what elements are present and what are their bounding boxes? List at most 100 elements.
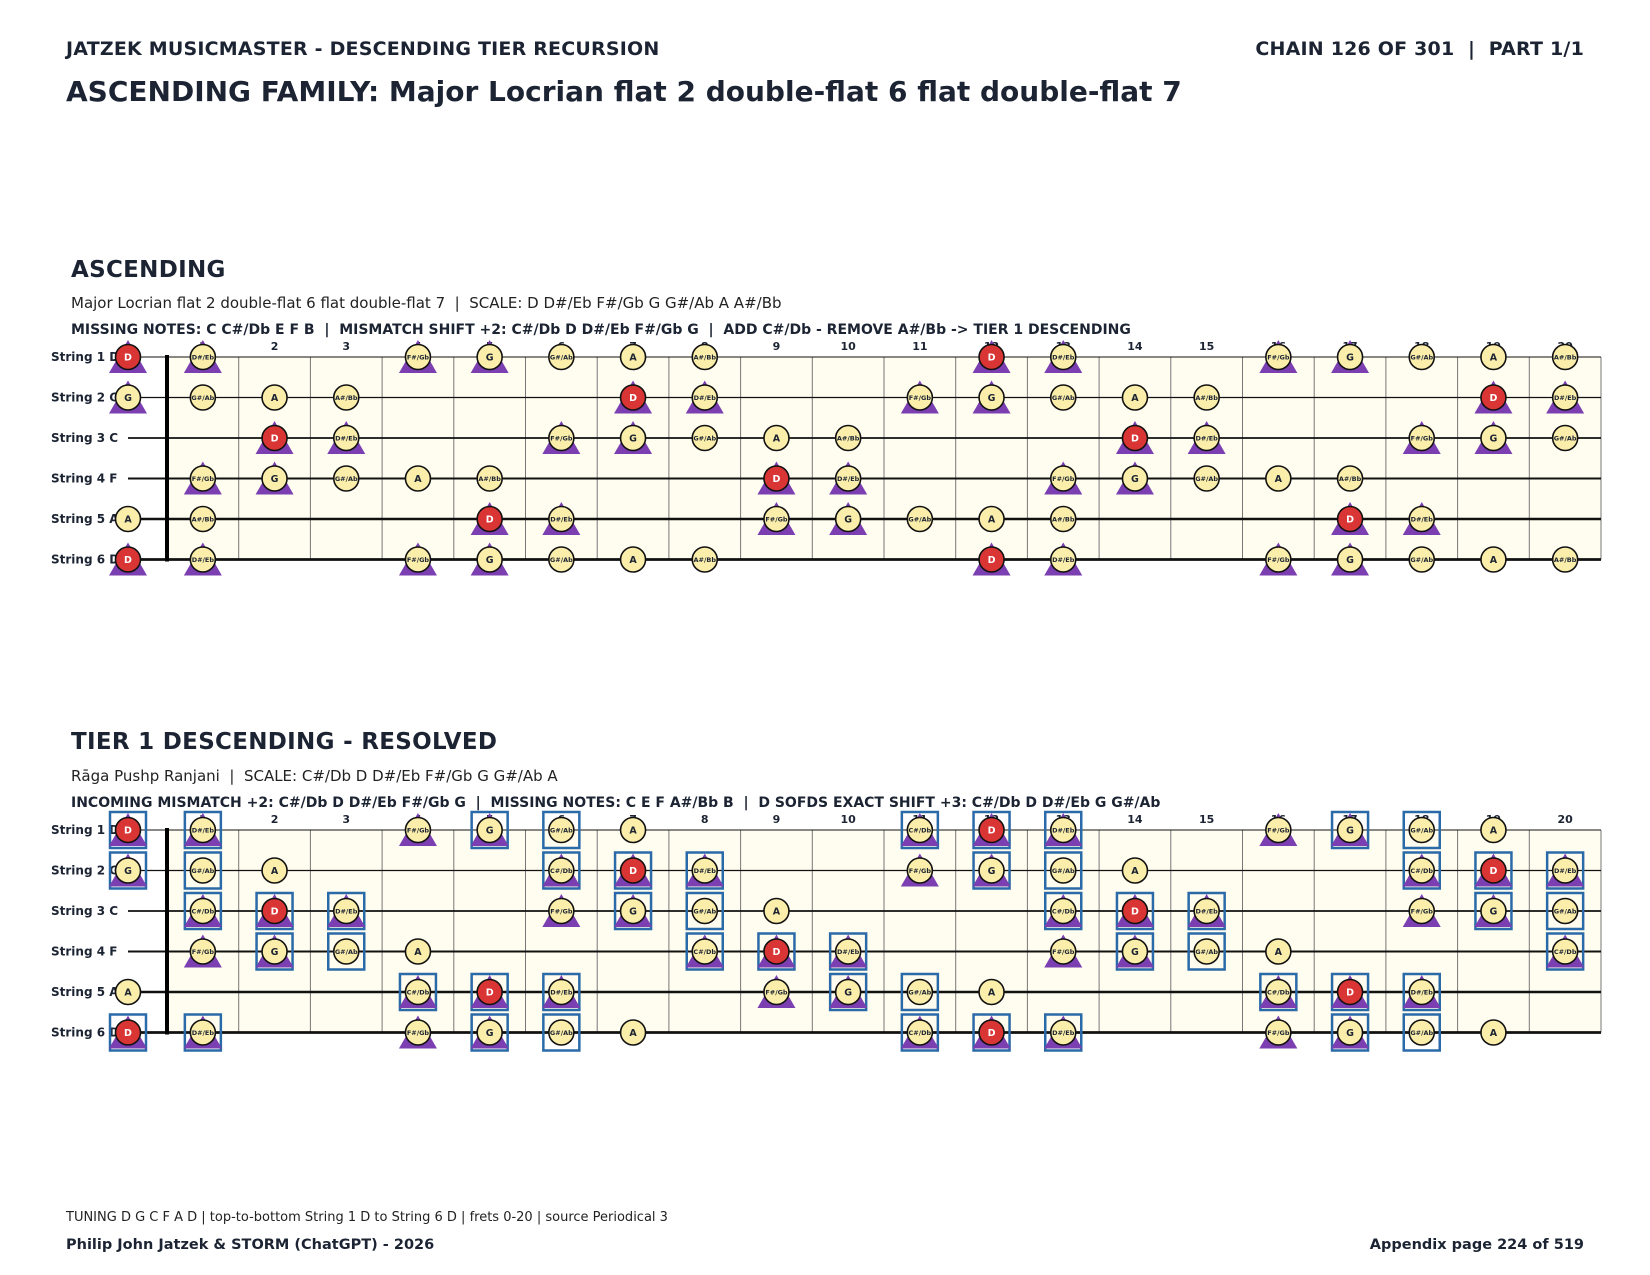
note-label: C#/Db [192, 908, 215, 916]
match-box [685, 891, 724, 931]
note-marker: D#/Eb [183, 542, 222, 576]
footer-tuning-note: TUNING D G C F A D | top-to-bottom Strin… [66, 1210, 668, 1225]
note-label: D [271, 907, 279, 918]
match-box [1044, 891, 1083, 931]
note-circle [114, 384, 142, 411]
note-label: G [1346, 1028, 1354, 1039]
match-box [1330, 972, 1370, 1012]
note-marker: D#/Eb [183, 340, 222, 373]
note-marker: D#/Eb [327, 421, 366, 454]
note-label: F#/Gb [1411, 908, 1434, 916]
note-circle [978, 978, 1005, 1006]
note-marker: G [1115, 932, 1155, 971]
match-box [470, 972, 509, 1012]
note-marker: D [255, 891, 294, 931]
note-label: D [124, 555, 132, 566]
note-marker: G [470, 810, 509, 850]
string-label: String 6 D [51, 553, 119, 567]
note-label: D [1131, 907, 1139, 918]
note-label: A [988, 515, 996, 526]
note-circle [906, 978, 934, 1006]
note-label: F#/Gb [1052, 948, 1075, 956]
note-label: F#/Gb [1267, 1029, 1290, 1037]
note-label: A#/Bb [478, 475, 501, 483]
note-marker: A#/Bb [1049, 505, 1077, 533]
header-right: CHAIN 126 OF 301 | PART 1/1 [1255, 38, 1584, 60]
root-note-circle [114, 816, 142, 844]
note-label: G [1346, 353, 1354, 364]
note-marker: F#/Gb [1259, 340, 1298, 373]
note-marker: D#/Eb [1044, 340, 1083, 373]
note-circle [1265, 465, 1292, 492]
note-marker: F#/Gb [398, 1015, 437, 1049]
note-marker: D [972, 1013, 1011, 1052]
match-box [1545, 932, 1585, 971]
match-box [255, 891, 294, 931]
note-marker: D#/Eb [542, 502, 581, 535]
note-circle [1408, 816, 1436, 844]
note-marker: C#/Db [900, 810, 940, 850]
note-circle [906, 1019, 934, 1046]
note-marker: F#/Gb [900, 853, 939, 887]
root-note-circle [261, 897, 288, 925]
note-marker: G [1330, 810, 1370, 850]
note-circle [1193, 424, 1220, 452]
note-marker: C#/Db [542, 851, 581, 890]
note-marker: A [404, 938, 432, 965]
match-box [542, 1013, 581, 1052]
note-marker: D#/Eb [1187, 891, 1226, 931]
fret-number: 2 [271, 340, 279, 353]
note-label: C#/Db [909, 827, 932, 835]
match-box [327, 932, 366, 971]
note-label: G#/Ab [908, 516, 931, 524]
note-label: A [1275, 947, 1283, 958]
note-label: G [844, 515, 852, 526]
match-box [1044, 810, 1083, 850]
note-marker: C#/Db [1545, 932, 1585, 971]
note-marker: A#/Bb [1551, 343, 1579, 371]
note-label: A#/Bb [694, 556, 717, 564]
match-box [1545, 891, 1585, 931]
note-circle [691, 343, 719, 371]
note-circle [1551, 857, 1579, 884]
root-note-circle [1480, 384, 1507, 411]
note-circle [1049, 384, 1077, 411]
string-label: String 5 A [51, 512, 119, 526]
note-marker: G [614, 421, 653, 454]
note-label: A [271, 866, 279, 877]
note-circle [1049, 1019, 1077, 1046]
note-marker: D#/Eb [183, 810, 223, 850]
note-marker: G [1331, 340, 1370, 373]
note-marker: G#/Ab [1044, 851, 1083, 890]
note-label: A [1490, 1028, 1498, 1039]
note-marker: G#/Ab [332, 465, 360, 492]
note-marker: F#/Gb [1044, 461, 1083, 495]
note-label: A#/Bb [694, 354, 717, 362]
note-marker: D#/Eb [183, 1013, 223, 1052]
note-circle [332, 938, 360, 965]
note-label: C#/Db [693, 948, 716, 956]
note-label: D#/Eb [1411, 989, 1434, 997]
match-box [1402, 810, 1441, 850]
note-label: C#/Db [407, 989, 430, 997]
note-marker: D [613, 851, 653, 890]
note-marker: D [757, 461, 796, 495]
note-circle [261, 384, 288, 411]
note-marker: A#/Bb [834, 424, 862, 452]
note-label: G#/Ab [1195, 475, 1218, 483]
root-note-circle [619, 384, 647, 411]
note-marker: D#/Eb [685, 851, 724, 890]
note-circle [261, 857, 288, 884]
note-marker: A#/Bb [189, 505, 217, 533]
note-marker: A [1480, 1019, 1507, 1046]
note-label: D [271, 434, 279, 445]
note-marker: A [1480, 546, 1507, 573]
note-circle [619, 343, 647, 371]
note-marker: F#/Gb [1259, 542, 1298, 576]
root-note-circle [1480, 857, 1507, 884]
note-label: D#/Eb [837, 475, 860, 483]
match-box [900, 1013, 940, 1052]
note-marker: A [763, 897, 790, 925]
root-note-circle [763, 938, 790, 965]
section-1-subtitle: Major Locrian flat 2 double-flat 6 flat … [71, 294, 782, 312]
